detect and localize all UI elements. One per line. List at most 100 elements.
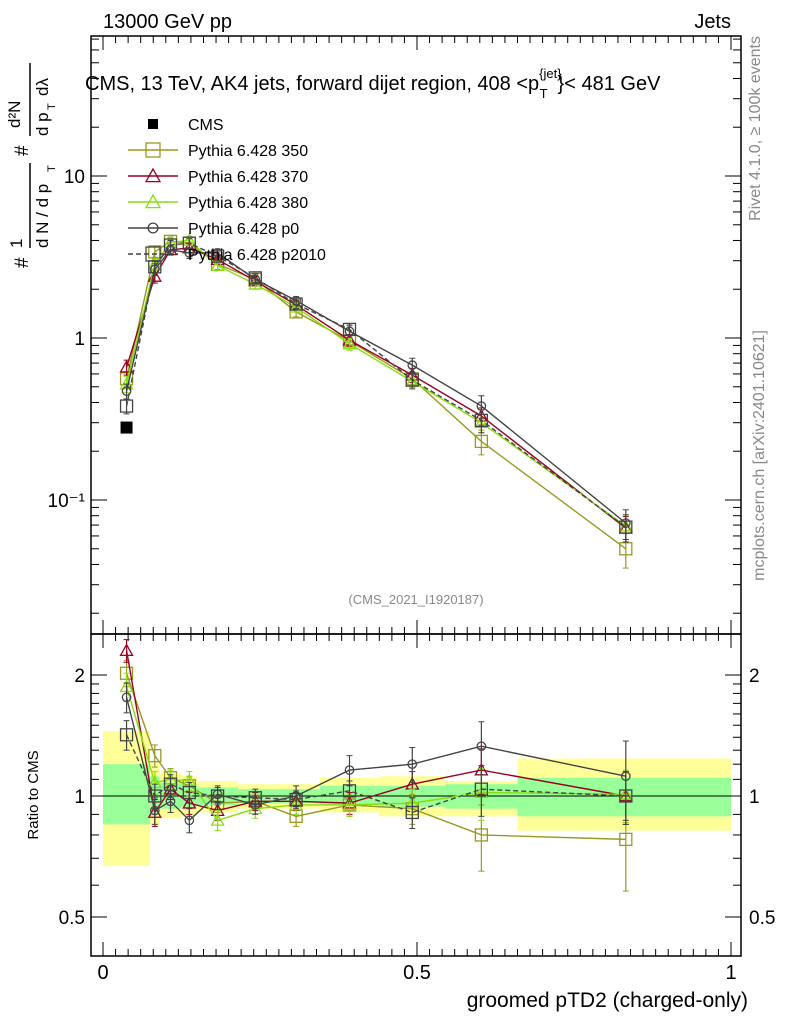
ratio-ytick-label-0: 0.5 [59,908,85,929]
title-sub: T [540,86,548,101]
legend-label-3: Pythia 6.428 380 [188,195,308,212]
top-point [405,373,419,387]
top-point [120,421,133,434]
legend-item-0: CMS [148,117,224,134]
ratio-point [148,749,162,763]
ratio-point [184,815,195,826]
legend-marker-5 [145,246,161,262]
ratio-series [119,639,633,892]
ratio-point [248,791,262,805]
top-point [119,399,134,413]
ratio-point [476,741,487,752]
top-line-4 [125,249,627,524]
top-line-3 [125,239,627,527]
ylabel-i: dλ [33,78,52,96]
ratio-point [163,777,178,791]
ylabel-a: # [12,257,33,268]
top-line-1 [125,240,627,550]
ratio-point [342,797,357,811]
legend-marker-4 [147,222,159,234]
legend: CMS Pythia 6.428 350 Pythia 6.428 370 Pythi… [128,117,326,264]
legend-label-5: Pythia 6.428 p2010 [188,247,326,264]
ratio-point [619,832,633,847]
top-series [119,233,633,569]
ratio-point [407,759,418,770]
top-point [289,299,304,313]
ratio-point [344,765,355,775]
ratio-ylabel: Ratio to CMS [25,750,42,839]
legend-label-1: Pythia 6.428 350 [188,143,308,160]
ratio-ytick-label-right-1: 1 [749,787,760,808]
legend-item-1: Pythia 6.428 350 [128,142,308,160]
ylabel-f: d²N [5,101,24,128]
top-point [289,297,303,311]
top-point [342,336,357,350]
legend-item-4: Pythia 6.428 p0 [128,221,299,238]
xtick-label-0: 0 [97,962,108,984]
ylabel-e: # [12,145,33,156]
ylabel-b: 1 [7,239,26,248]
title-sup: {jet} [539,66,562,81]
ylabel-g: d p [33,112,52,136]
top-point [619,520,633,534]
top-point [163,238,178,252]
top-point [407,360,418,370]
top-series-3 [119,233,633,541]
legend-label-4: Pythia 6.428 p0 [188,221,299,238]
top-ytick-label-2: 10 [64,167,85,188]
rivet-label: Rivet 4.1.0, ≥ 100k events [747,36,764,221]
band-green-0 [103,764,151,825]
ratio-line-4 [125,734,626,814]
ylabel-c: d N / d p [33,184,52,248]
ratio-ytick-label-right-2: 2 [749,666,760,687]
ratio-ytick-label-right-0: 0.5 [749,908,775,929]
mcplots-label: mcplots.cern.ch [arXiv:2401.10621] [751,330,768,581]
title-main: CMS, 13 TeV, AK4 jets, forward dijet reg… [85,73,539,95]
top-line-2 [125,247,627,529]
band-green-10 [517,777,731,817]
header-left: 13000 GeV pp [103,11,232,33]
legend-marker-2 [144,167,162,183]
top-point [248,271,262,285]
legend-marker-0 [148,119,158,129]
legend-marker-3 [144,193,162,209]
plot-title: CMS, 13 TeV, AK4 jets, forward dijet reg… [85,66,661,101]
top-point [474,413,489,428]
ratio-point [165,796,176,807]
xtick-label-1: 0.5 [403,962,431,984]
analysis-watermark: (CMS_2021_I1920187) [348,592,483,607]
ratio-point [148,789,162,803]
legend-item-2: Pythia 6.428 370 [128,167,308,186]
ratio-point [405,805,419,820]
ratio-point [289,797,304,811]
top-line-5 [125,242,627,528]
ratio-ytick-label-1: 1 [74,787,85,808]
top-ytick-label-0: 10⁻¹ [48,491,86,512]
legend-item-3: Pythia 6.428 380 [128,193,308,212]
top-point [342,322,357,337]
ratio-point [474,828,489,842]
top-series-0 [120,421,133,434]
ratio-series-4 [119,720,633,830]
ratio-point [474,782,489,796]
ratio-point [182,785,197,800]
legend-label-2: Pythia 6.428 370 [188,169,308,186]
ratio-frame [90,633,742,957]
top-series-1 [119,234,633,569]
ratio-point [619,789,633,803]
top-point [121,386,132,396]
top-ylabel: # 1 d N / d p T # d²N d p T dλ [5,63,58,268]
header-right: Jets [694,11,731,33]
legend-marker-1 [145,142,161,158]
top-point [619,542,633,556]
ratio-point [119,643,134,657]
ratio-point [210,812,225,826]
ratio-point [182,795,197,809]
xtick-label-2: 1 [725,962,736,984]
axes: 10⁻¹ 1 10 0 0.5 1 0.5 0.5 1 1 2 2 [48,35,775,984]
ratio-point [342,784,357,798]
top-point [474,434,489,449]
top-ytick-label-1: 1 [74,329,85,350]
legend-label-0: CMS [188,117,224,134]
